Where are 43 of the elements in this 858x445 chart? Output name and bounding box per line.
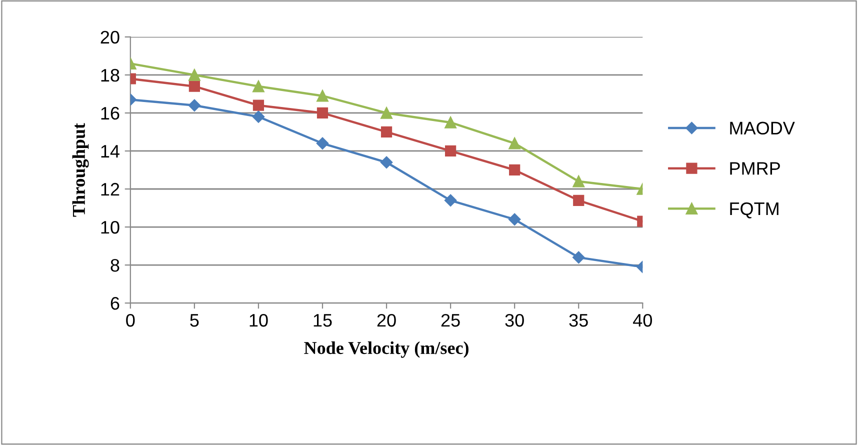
point xyxy=(188,69,200,81)
point xyxy=(188,80,200,92)
y-tick-label: 20 xyxy=(100,30,120,44)
point xyxy=(380,107,392,119)
legend-label: MAODV xyxy=(730,122,795,135)
point xyxy=(508,137,520,150)
point xyxy=(444,116,456,128)
y-tick-label: 8 xyxy=(110,258,120,272)
point xyxy=(252,80,264,92)
point xyxy=(444,194,457,206)
point xyxy=(508,213,521,226)
x-tick-label: 25 xyxy=(441,314,460,327)
y-tick-label: 16 xyxy=(101,106,120,120)
legend-label: PMRP xyxy=(730,162,780,175)
point xyxy=(509,164,520,176)
point xyxy=(572,175,585,188)
point xyxy=(316,137,329,150)
x-tick-label: 35 xyxy=(569,314,588,327)
y-tick-label: 10 xyxy=(101,220,120,234)
point xyxy=(572,251,585,264)
x-axis-title: Node Velocity (m/sec) xyxy=(304,341,468,358)
x-tick-label: 30 xyxy=(505,314,524,327)
y-tick-label: 12 xyxy=(101,182,120,196)
point xyxy=(252,100,264,111)
point xyxy=(188,99,201,112)
point xyxy=(316,90,328,102)
x-tick-label: 10 xyxy=(250,314,268,327)
point xyxy=(252,110,265,123)
x-tick-label: 5 xyxy=(190,314,199,327)
x-tick-label: 20 xyxy=(377,314,396,327)
point xyxy=(316,107,328,119)
x-tick-label: 0 xyxy=(126,314,135,327)
point xyxy=(445,145,456,157)
point xyxy=(573,194,584,206)
y-tick-label: 6 xyxy=(110,296,120,310)
point xyxy=(380,156,393,168)
point xyxy=(380,126,392,138)
x-tick-label: 15 xyxy=(314,314,332,327)
y-tick-label: 14 xyxy=(101,145,120,158)
legend-label: FQTM xyxy=(730,202,778,218)
x-tick-label: 40 xyxy=(633,314,652,327)
y-axis-title: Throughput xyxy=(72,123,89,217)
y-tick-label: 18 xyxy=(101,68,120,82)
